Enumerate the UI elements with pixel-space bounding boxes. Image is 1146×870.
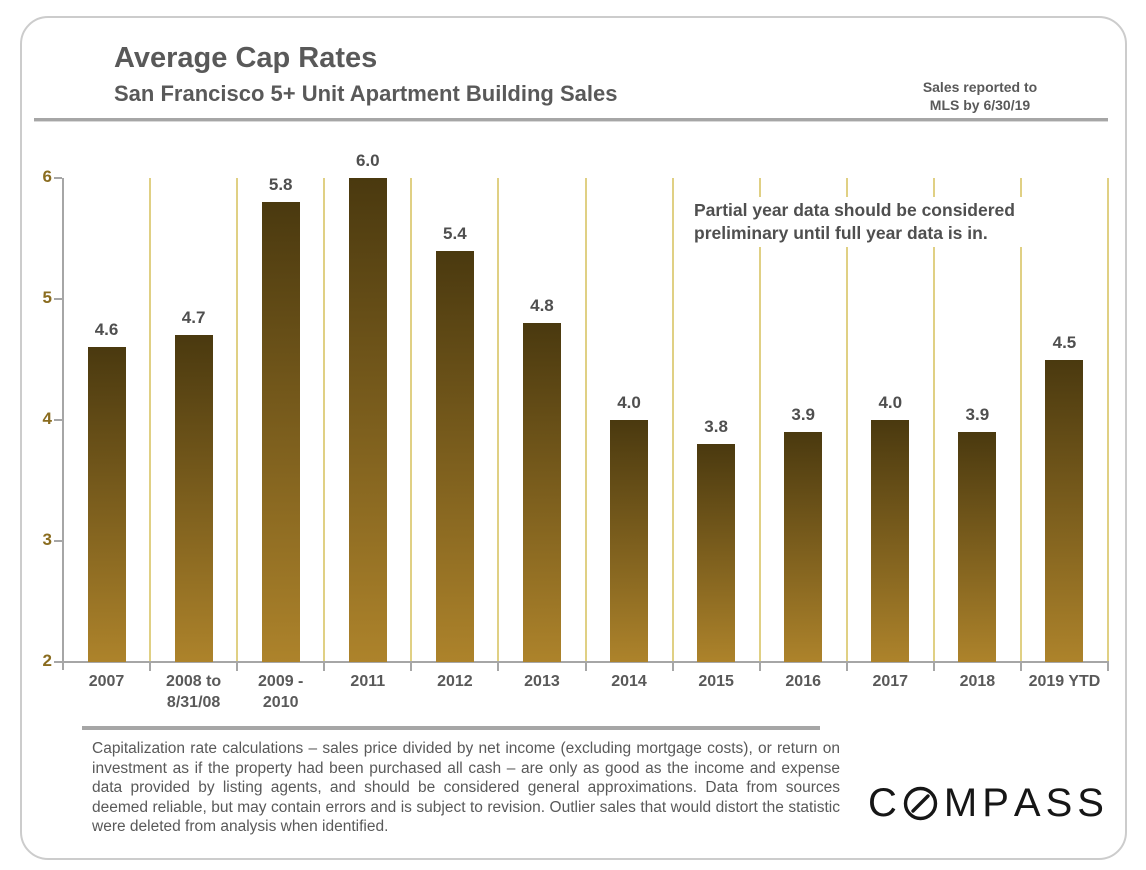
- y-axis-tick-label: 3: [42, 530, 52, 549]
- bar-value-label: 4.8: [530, 296, 554, 316]
- category-gridline: [584, 178, 587, 662]
- bar-2012: [435, 250, 474, 662]
- bar-2009---2010: [261, 202, 300, 662]
- bar-value-label: 3.9: [791, 405, 816, 425]
- bar-2013: [522, 323, 561, 662]
- y-axis-tick-label: 5: [42, 288, 52, 307]
- x-axis-label: 2018: [959, 673, 996, 690]
- category-gridline: [323, 178, 326, 662]
- y-axis-tick-label: 4: [42, 409, 52, 428]
- x-axis-label: 2013: [524, 673, 560, 690]
- disclaimer-text: Capitalization rate calculations – sales…: [92, 740, 840, 835]
- category-gridline: [1107, 178, 1109, 662]
- category-gridline: [932, 178, 935, 662]
- bar-value-label: 5.4: [443, 223, 467, 243]
- bar-value-label: 3.9: [965, 405, 990, 425]
- x-axis-label: 2019 YTD: [1028, 673, 1101, 690]
- x-axis-tick: [410, 663, 413, 671]
- category-gridline: [236, 178, 239, 662]
- x-axis-label: 2014: [611, 673, 647, 690]
- footer-divider: [82, 726, 820, 730]
- y-axis-tick: [54, 177, 62, 179]
- bar-2014: [610, 420, 649, 662]
- x-axis-label: 2017: [872, 673, 909, 690]
- bar-value-label: 4.0: [878, 393, 903, 412]
- category-gridline: [497, 178, 500, 662]
- y-axis-tick-label: 2: [42, 651, 52, 670]
- bar-value-label: 6.0: [355, 151, 380, 170]
- category-gridline: [845, 178, 848, 662]
- x-axis-line: [62, 661, 1109, 663]
- y-axis-tick-label: 6: [42, 167, 52, 186]
- bar-value-label: 5.8: [268, 175, 293, 195]
- x-axis-tick: [932, 663, 935, 671]
- y-axis-tick: [54, 540, 62, 542]
- x-axis-label: 2007: [88, 673, 125, 690]
- bar-2008-to-8/31/08: [174, 335, 213, 662]
- x-axis-tick: [671, 663, 674, 671]
- page-subtitle: San Francisco 5+ Unit Apartment Building…: [114, 81, 618, 106]
- x-axis-tick: [845, 663, 848, 671]
- y-axis-tick: [54, 661, 62, 663]
- bar-2011: [348, 178, 387, 662]
- x-axis-tick: [149, 663, 152, 671]
- mls-report-note: Sales reported to MLS by 6/30/19: [922, 79, 1038, 113]
- bar-2017: [871, 420, 910, 662]
- brand-letter: M: [943, 781, 978, 825]
- compass-o-icon: [903, 786, 938, 820]
- y-axis-tick: [54, 298, 62, 300]
- bar-value-label: 4.7: [181, 308, 206, 328]
- x-axis-tick: [1107, 663, 1109, 671]
- bar-2016: [784, 432, 823, 662]
- bar-2019-YTD: [1045, 359, 1084, 662]
- bar-2015: [697, 444, 736, 662]
- x-axis-label: 2011: [350, 673, 386, 690]
- partial-year-annotation: Partial year data should be considered p…: [690, 197, 1054, 247]
- x-axis-label: 2008 to 8/31/08: [166, 673, 222, 711]
- x-axis-label: 2009 - 2010: [258, 673, 304, 711]
- header-divider: [34, 118, 1108, 122]
- x-axis-label: 2016: [785, 673, 821, 690]
- bar-2007: [87, 347, 126, 662]
- y-axis-tick: [54, 419, 62, 421]
- brand-letter: S: [1045, 781, 1073, 825]
- x-axis-label: 2015: [698, 673, 734, 690]
- y-axis-line: [62, 178, 64, 670]
- x-axis-tick: [584, 663, 587, 671]
- x-axis-tick: [497, 663, 500, 671]
- bar-2018: [958, 432, 997, 662]
- x-axis-tick: [1019, 663, 1022, 671]
- brand-letter: P: [982, 781, 1009, 825]
- category-gridline: [758, 178, 761, 662]
- category-gridline: [671, 178, 674, 662]
- x-axis-tick: [758, 663, 761, 671]
- category-gridline: [410, 178, 413, 662]
- bar-value-label: 4.6: [94, 320, 119, 340]
- x-axis-tick: [236, 663, 239, 671]
- brand-letter: A: [1013, 781, 1041, 825]
- brand-letter: S: [1077, 781, 1104, 825]
- category-gridline: [1019, 178, 1022, 662]
- category-gridline: [149, 178, 152, 662]
- bar-value-label: 3.8: [704, 417, 728, 437]
- bar-value-label: 4.5: [1052, 332, 1077, 352]
- x-axis-label: 2012: [437, 673, 473, 690]
- x-axis-tick: [323, 663, 326, 671]
- bar-value-label: 4.0: [617, 393, 641, 412]
- page-title: Average Cap Rates: [114, 42, 378, 74]
- brand-letter: C: [868, 781, 897, 825]
